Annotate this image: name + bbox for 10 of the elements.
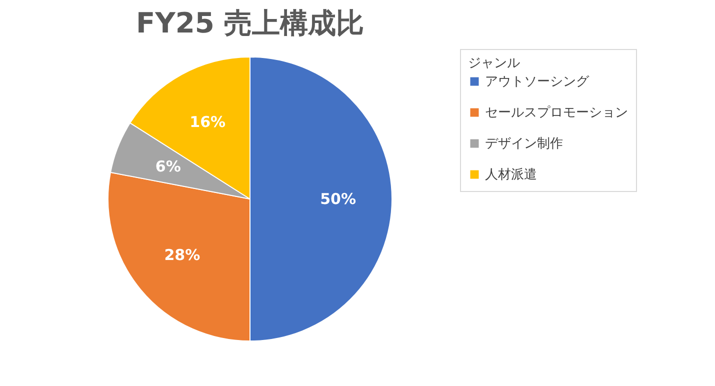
legend-label: 人材派遣: [485, 168, 537, 182]
data-label: 28%: [164, 246, 200, 264]
data-label: 50%: [320, 190, 356, 208]
data-label: 6%: [155, 158, 181, 176]
chart-title: FY25 売上構成比: [136, 6, 364, 40]
data-label: 16%: [190, 112, 226, 131]
legend-label: アウトソーシング: [485, 74, 590, 90]
legend-label: セールスプロモーション: [485, 106, 628, 120]
legend-label: デザイン制作: [485, 136, 563, 152]
legend-title: ジャンル: [468, 56, 520, 71]
